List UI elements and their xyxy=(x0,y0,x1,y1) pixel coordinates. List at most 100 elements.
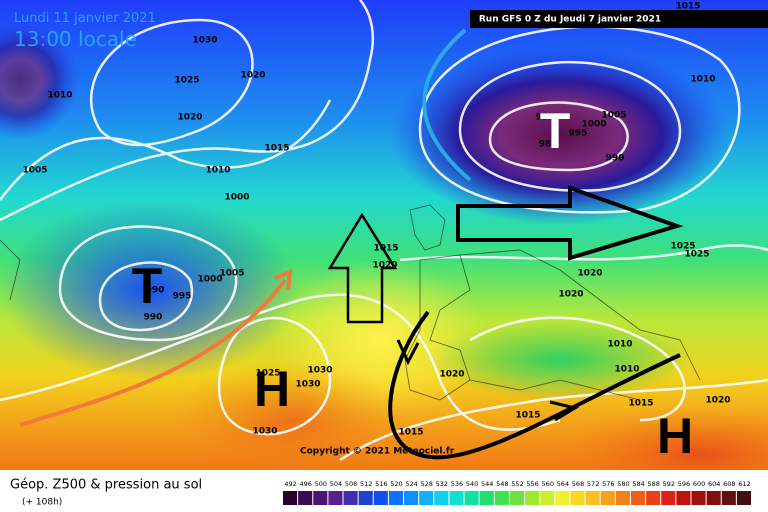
isobar-label: 1020 xyxy=(577,269,602,279)
isobar-label: 1010 xyxy=(690,75,715,85)
legend-label: 532 xyxy=(436,480,448,488)
low-area xyxy=(0,200,300,380)
legend-label: 584 xyxy=(632,480,644,488)
isobar-label: 1030 xyxy=(295,380,320,390)
legend-swatch xyxy=(494,491,509,505)
legend-swatch xyxy=(449,491,464,505)
pressure-center: H xyxy=(254,361,290,417)
legend-label: 556 xyxy=(526,480,538,488)
legend-label: 504 xyxy=(330,480,342,488)
isobar-label: 1010 xyxy=(205,166,230,176)
pressure-center: T xyxy=(540,103,571,159)
isobar-label: 1000 xyxy=(197,275,222,285)
legend-label: 520 xyxy=(390,480,402,488)
forecast-label: (+ 108h) xyxy=(22,498,62,508)
legend-swatch xyxy=(388,491,404,505)
isobar-label: 1020 xyxy=(372,261,397,271)
isobar-label: 990 xyxy=(606,154,625,164)
legend-swatch xyxy=(419,491,434,505)
trough-arrow xyxy=(396,339,420,366)
legend-label: 508 xyxy=(345,480,357,488)
legend-label: 528 xyxy=(421,480,433,488)
isobar-label: 1005 xyxy=(601,111,626,121)
legend-label: 524 xyxy=(405,480,417,488)
legend-label: 580 xyxy=(617,480,629,488)
isobar-label: 1025 xyxy=(684,250,709,260)
isobar-label: 995 xyxy=(173,292,192,302)
legend-label: 604 xyxy=(708,480,720,488)
legend-label: 496 xyxy=(299,480,311,488)
legend-swatch xyxy=(343,491,358,505)
trough-arrow xyxy=(549,400,579,422)
isobar-label: 990 xyxy=(144,313,163,323)
legend-label: 588 xyxy=(647,480,659,488)
isobar-label: 995 xyxy=(569,129,588,139)
isobar-label: 1000 xyxy=(581,120,606,130)
legend-swatch xyxy=(676,491,691,505)
legend-label: 544 xyxy=(481,480,493,488)
isobar-label: 1020 xyxy=(439,370,464,380)
legend-label: 596 xyxy=(678,480,690,488)
isobar-label: 1015 xyxy=(373,244,398,254)
run-label: Run GFS 0 Z du Jeudi 7 janvier 2021 xyxy=(479,15,661,25)
pressure-center: T xyxy=(132,258,163,314)
trough-line xyxy=(388,310,681,460)
isobar-label: 990 xyxy=(536,113,555,123)
legend-label: 608 xyxy=(723,480,735,488)
isobar-label: 1015 xyxy=(264,144,289,154)
legend-swatch xyxy=(630,491,646,505)
isobar-label: 1020 xyxy=(558,290,583,300)
low-core xyxy=(390,45,730,225)
isobar-label: 1010 xyxy=(607,340,632,350)
footer-title: Géop. Z500 & pression au sol xyxy=(10,478,202,493)
isobars xyxy=(0,0,768,460)
isobar-label: 1010 xyxy=(614,365,639,375)
isobar-label: 1005 xyxy=(219,269,244,279)
isobar-label: 1005 xyxy=(22,166,47,176)
legend-swatch xyxy=(600,491,615,505)
flow-arrow xyxy=(19,278,287,427)
isobar-label: 1000 xyxy=(224,193,249,203)
legend-label: 576 xyxy=(602,480,614,488)
warm-area xyxy=(170,360,410,480)
run-banner xyxy=(470,10,768,28)
date-label: Lundi 11 janvier 2021 xyxy=(14,11,156,26)
isobar-label: 1010 xyxy=(47,91,72,101)
legend-swatch xyxy=(404,491,419,505)
isobar-label: 1015 xyxy=(398,428,423,438)
legend-swatch xyxy=(283,491,298,505)
legend-swatch xyxy=(585,491,600,505)
isobar-label: 1030 xyxy=(192,36,217,46)
legend-swatch xyxy=(615,491,630,505)
legend-swatch xyxy=(509,491,525,505)
legend-label: 560 xyxy=(542,480,554,488)
legend-label: 548 xyxy=(496,480,508,488)
isobar-label: 1020 xyxy=(705,396,730,406)
legend-swatch xyxy=(570,491,585,505)
legend-label: 540 xyxy=(466,480,478,488)
isobar-label: 1025 xyxy=(255,369,280,379)
legend-label: 552 xyxy=(511,480,523,488)
legend-label: 536 xyxy=(451,480,463,488)
block-arrow-right xyxy=(456,185,684,261)
pressure-center: H xyxy=(657,408,693,464)
legend-swatch xyxy=(646,491,661,505)
legend-swatch xyxy=(706,491,721,505)
time-label: 13:00 locale xyxy=(14,27,137,51)
legend-label: 592 xyxy=(663,480,675,488)
coastlines xyxy=(0,204,701,401)
legend-label: 500 xyxy=(315,480,327,488)
isobar-label: 990 xyxy=(146,286,165,296)
isobar-label: 1015 xyxy=(675,2,700,12)
legend-label: 612 xyxy=(738,480,750,488)
isobar-label: 1015 xyxy=(628,399,653,409)
legend-label: 564 xyxy=(557,480,569,488)
isobar-label: 1030 xyxy=(307,366,332,376)
legend-swatch xyxy=(661,491,676,505)
legend-swatch xyxy=(525,491,540,505)
legend-swatch xyxy=(328,491,343,505)
legend-label: 600 xyxy=(693,480,705,488)
legend-swatch xyxy=(434,491,449,505)
legend-swatch xyxy=(373,491,388,505)
isobar-label: 985 xyxy=(539,140,558,150)
